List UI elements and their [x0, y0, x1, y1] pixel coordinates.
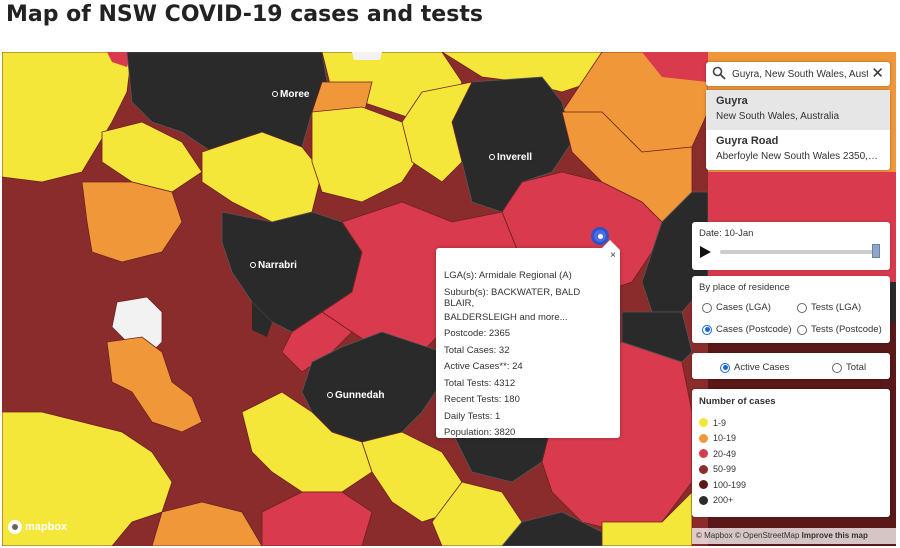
legend-panel: Number of cases 1-9 10-19 20-49 50-99 10…	[692, 389, 890, 517]
timeline-slider-thumb[interactable]	[872, 244, 880, 258]
suggestion-title: Guyra Road	[716, 135, 779, 147]
town-label-moree: Moree	[272, 89, 309, 100]
town-dot-icon	[250, 262, 256, 269]
popup-total-cases: Total Cases: 32	[444, 344, 510, 356]
legend-title: Number of cases	[699, 396, 776, 407]
radio-cases-postcode[interactable]: Cases (Postcode)	[702, 324, 792, 335]
radio-total[interactable]: Total	[832, 362, 866, 373]
legend-item: 10-19	[699, 431, 883, 447]
popup-suburbs-1: Suburb(s): BACKWATER, BALD BLAIR,	[444, 286, 581, 309]
search-input[interactable]	[732, 65, 868, 83]
swatch-icon	[699, 433, 708, 443]
legend-item: 200+	[699, 493, 883, 509]
mapbox-logo-icon	[8, 520, 22, 534]
date-label: Date: 10-Jan	[699, 228, 754, 239]
map-attribution: © Mapbox © OpenStreetMap Improve this ma…	[692, 528, 896, 544]
suggestion-subtitle: New South Wales, Australia	[716, 111, 840, 122]
swatch-icon	[699, 480, 708, 490]
radio-circle-selected[interactable]	[702, 324, 712, 335]
page-title: Map of NSW COVID-19 cases and tests	[6, 2, 483, 27]
legend-item: 1-9	[699, 415, 883, 431]
popup-postcode: Postcode: 2365	[444, 328, 511, 339]
swatch-icon	[699, 495, 708, 505]
suggestion-item[interactable]: Guyra New South Wales, Australia	[706, 90, 890, 130]
popup-recent-tests: Recent Tests: 180	[444, 394, 520, 405]
suggestion-subtitle: Aberfoyle New South Wales 2350, Australi…	[716, 151, 880, 162]
town-dot-icon	[327, 392, 333, 399]
improve-map-link[interactable]: Improve this map	[801, 531, 868, 540]
close-icon[interactable]: ×	[610, 250, 616, 261]
area-popup: × LGA(s): Armidale Regional (A) Suburb(s…	[436, 240, 620, 438]
radio-circle[interactable]	[702, 302, 712, 313]
popup-daily-tests: Daily Tests: 1	[444, 410, 501, 422]
town-dot-icon	[489, 154, 495, 161]
popup-total-tests: Total Tests: 4312	[444, 377, 516, 389]
popup-population: Population: 3820	[444, 427, 516, 438]
popup-lga: LGA(s): Armidale Regional (A)	[444, 270, 572, 281]
radio-circle[interactable]	[797, 302, 807, 313]
radio-circle[interactable]	[797, 324, 807, 335]
swatch-icon	[699, 449, 708, 459]
search-icon	[712, 66, 726, 80]
suggestion-title: Guyra	[716, 95, 748, 107]
town-label-gunnedah: Gunnedah	[327, 390, 384, 401]
radio-tests-lga[interactable]: Tests (LGA)	[797, 302, 861, 313]
popup-active-cases: Active Cases**: 24	[444, 361, 523, 372]
legend-item: 100-199	[699, 477, 883, 493]
osm-attribution-link[interactable]: © OpenStreetMap	[734, 531, 800, 540]
radio-active-cases[interactable]: Active Cases	[720, 362, 789, 373]
place-of-residence-panel: By place of residence Cases (LGA) Tests …	[692, 276, 890, 343]
swatch-icon	[699, 464, 708, 474]
search-suggestions: Guyra New South Wales, Australia Guyra R…	[706, 90, 890, 170]
legend-item: 20-49	[699, 446, 883, 462]
radio-circle-selected[interactable]	[720, 362, 730, 373]
close-icon[interactable]: ✕	[871, 65, 884, 82]
town-label-narrabri: Narrabri	[250, 260, 297, 271]
popup-suburbs-2: BALDERSLEIGH and more...	[444, 311, 568, 323]
timeline-slider[interactable]	[720, 250, 876, 254]
play-icon[interactable]	[700, 246, 711, 258]
case-mode-panel: Active Cases Total	[692, 353, 890, 379]
swatch-icon	[699, 418, 708, 428]
date-panel: Date: 10-Jan	[692, 222, 890, 270]
radio-circle[interactable]	[832, 362, 842, 373]
town-label-inverell: Inverell	[489, 152, 532, 163]
radio-cases-lga[interactable]: Cases (LGA)	[702, 302, 771, 313]
mapbox-attribution-link[interactable]: © Mapbox	[696, 531, 733, 540]
radio-tests-postcode[interactable]: Tests (Postcode)	[797, 324, 882, 335]
location-search[interactable]: ✕	[706, 62, 890, 86]
town-dot-icon	[272, 91, 278, 98]
suggestion-item[interactable]: Guyra Road Aberfoyle New South Wales 235…	[706, 130, 890, 170]
by-place-label: By place of residence	[699, 282, 790, 293]
mapbox-logo[interactable]: mapbox	[8, 520, 67, 534]
legend-item: 50-99	[699, 462, 883, 478]
